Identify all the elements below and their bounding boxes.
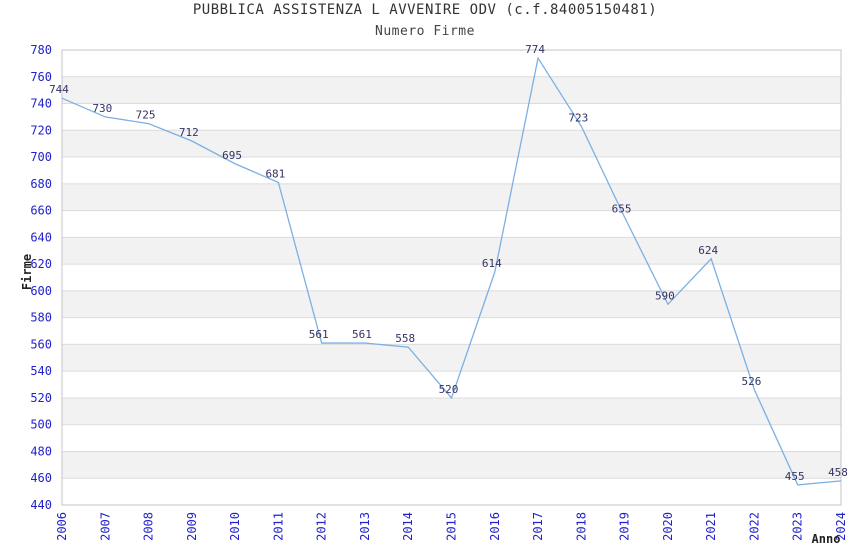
data-point-label: 723: [568, 111, 588, 124]
data-point-label: 655: [612, 202, 632, 215]
x-tick-label: 2023: [791, 512, 805, 541]
y-tick-label: 740: [30, 97, 52, 111]
plot-band: [62, 290, 841, 318]
plot-band: [62, 183, 841, 211]
data-point-label: 774: [525, 43, 545, 56]
x-tick-label: 2017: [531, 512, 545, 541]
x-tick-label: 2022: [747, 512, 761, 541]
data-point-label: 614: [482, 257, 502, 270]
plot-band: [62, 478, 841, 505]
y-tick-label: 520: [30, 391, 52, 405]
data-point-label: 730: [92, 102, 112, 115]
plot-band: [62, 371, 841, 398]
plot-band: [62, 210, 841, 238]
y-tick-label: 640: [30, 230, 52, 244]
y-tick-label: 560: [30, 337, 52, 351]
x-tick-label: 2024: [834, 512, 848, 541]
y-tick-label: 540: [30, 364, 52, 378]
y-tick-label: 660: [30, 204, 52, 218]
y-tick-label: 780: [30, 43, 52, 57]
x-axis-title: Anno: [811, 532, 841, 546]
data-point-label: 695: [222, 149, 242, 162]
x-tick-label: 2018: [574, 512, 588, 541]
data-point-label: 681: [265, 167, 285, 180]
plot-border: [61, 49, 842, 506]
y-tick-label: 700: [30, 150, 52, 164]
plot-band: [62, 237, 841, 265]
y-tick-label: 460: [30, 471, 52, 485]
data-point-label: 712: [179, 126, 199, 139]
plot-band: [62, 103, 841, 131]
y-tick-label: 620: [30, 257, 52, 271]
plot-band: [62, 451, 841, 479]
plot-band: [62, 344, 841, 372]
x-tick-label: 2021: [704, 512, 718, 541]
x-tick-label: 2009: [185, 512, 199, 541]
x-tick-label: 2013: [358, 512, 372, 541]
x-tick-label: 2010: [228, 512, 242, 541]
data-point-label: 744: [49, 83, 69, 96]
data-point-label: 520: [439, 383, 459, 396]
plot-band: [62, 317, 841, 345]
y-tick-label: 440: [30, 498, 52, 512]
x-tick-label: 2019: [618, 512, 632, 541]
chart-title: PUBBLICA ASSISTENZA L AVVENIRE ODV (c.f.…: [192, 2, 658, 18]
plot-band: [62, 50, 841, 77]
data-point-label: 561: [309, 328, 329, 341]
y-tick-label: 600: [30, 284, 52, 298]
data-point-label: 455: [785, 470, 805, 483]
y-tick-label: 480: [30, 444, 52, 458]
data-point-label: 458: [828, 466, 848, 479]
plot-band: [62, 424, 841, 452]
y-axis-title: Firme: [20, 253, 34, 291]
y-tick-label: 680: [30, 177, 52, 191]
plot-band: [62, 264, 841, 291]
y-tick-label: 760: [30, 70, 52, 84]
plot-band: [62, 130, 841, 158]
data-point-label: 725: [136, 109, 156, 122]
plot-band: [62, 76, 841, 104]
x-tick-label: 2016: [488, 512, 502, 541]
y-tick-label: 580: [30, 311, 52, 325]
x-tick-label: 2011: [271, 512, 285, 541]
data-point-label: 558: [395, 332, 415, 345]
data-point-label: 561: [352, 328, 372, 341]
plot-band: [62, 157, 841, 184]
data-line: [61, 56, 842, 486]
plot-band: [62, 397, 841, 425]
data-point-label: 526: [742, 375, 762, 388]
y-tick-label: 500: [30, 418, 52, 432]
x-tick-label: 2007: [98, 512, 112, 541]
x-tick-label: 2014: [401, 512, 415, 541]
data-point-label: 590: [655, 289, 675, 302]
x-tick-label: 2012: [315, 512, 329, 541]
x-tick-label: 2020: [661, 512, 675, 541]
data-point-label: 624: [698, 244, 718, 257]
x-tick-label: 2015: [445, 512, 459, 541]
x-tick-label: 2008: [142, 512, 156, 541]
x-tick-label: 2006: [55, 512, 69, 541]
chart-subtitle: Numero Firme: [375, 24, 475, 39]
y-tick-label: 720: [30, 123, 52, 137]
